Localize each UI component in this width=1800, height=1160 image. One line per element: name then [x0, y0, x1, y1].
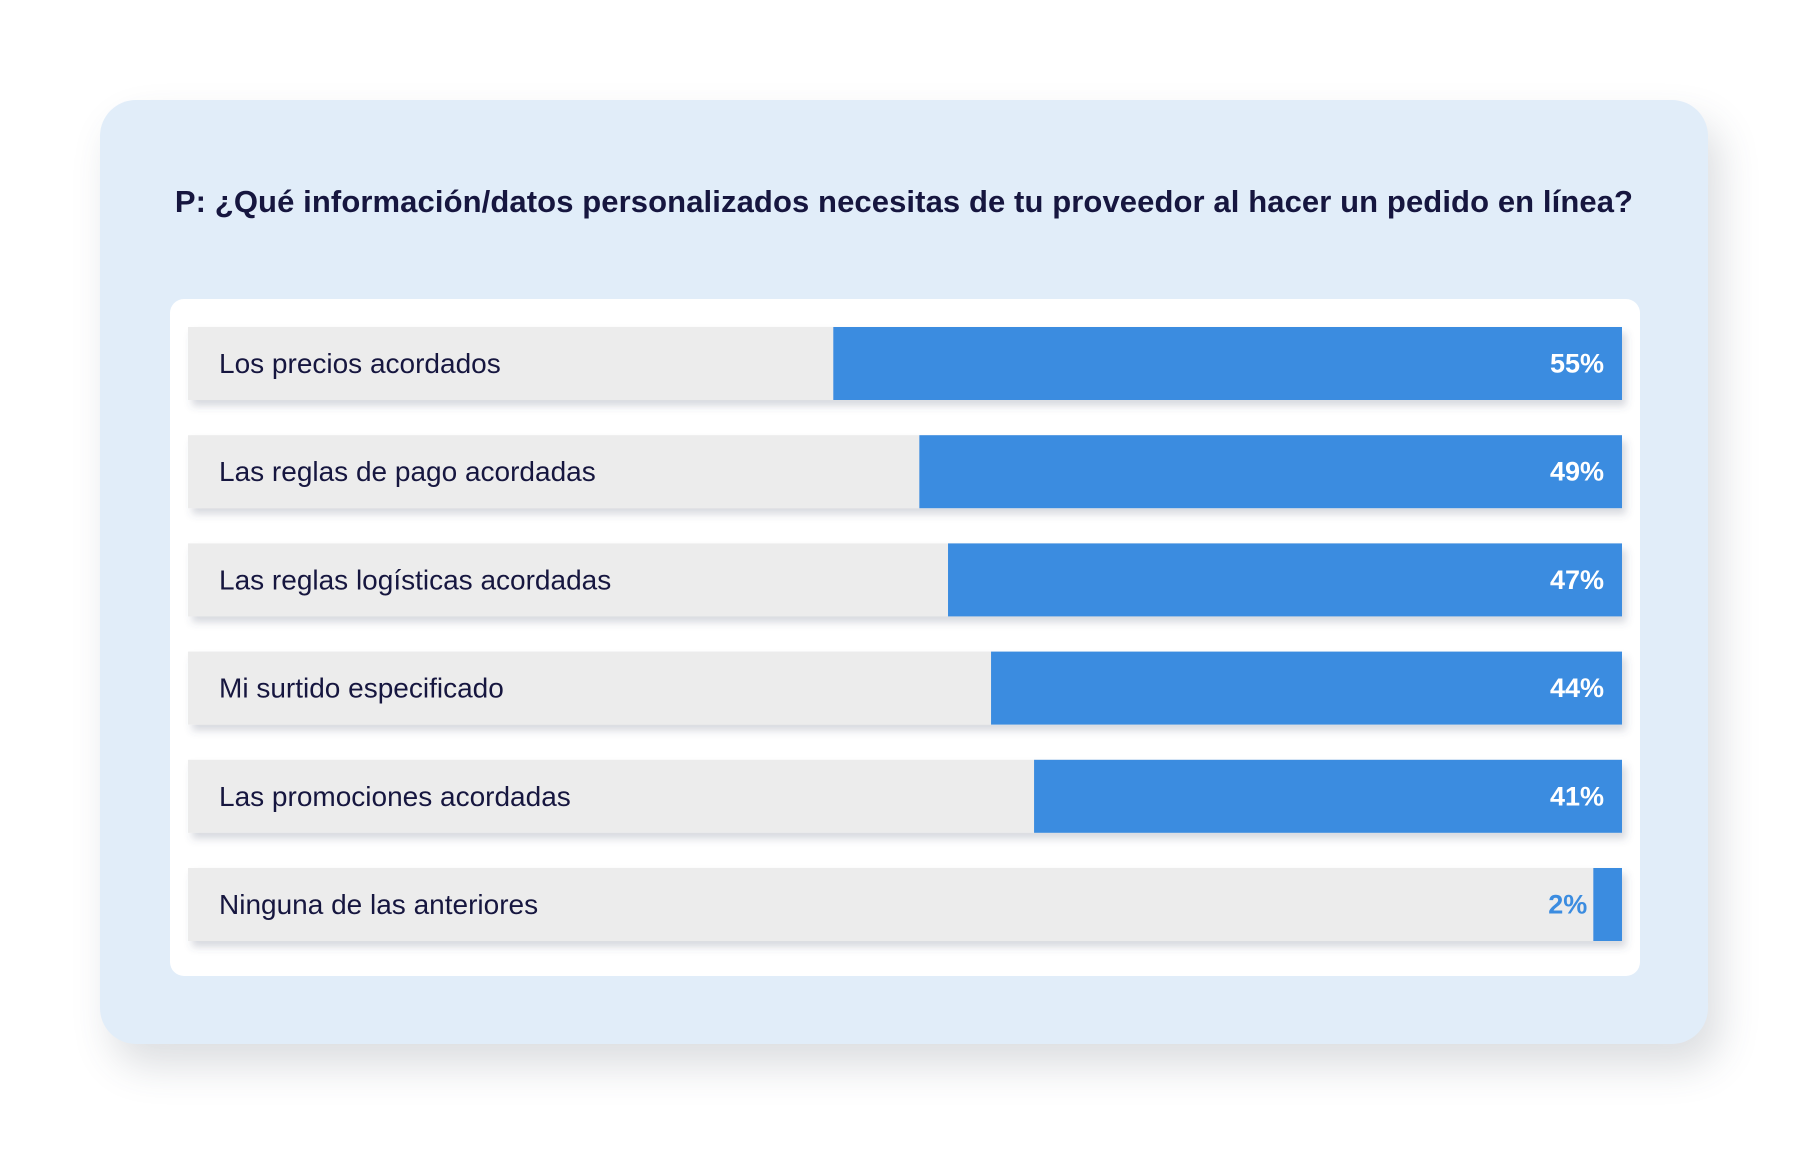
category-label: Mi surtido especificado	[219, 673, 504, 704]
bar-row: Los precios acordados 55%	[188, 327, 1622, 400]
value-label: 44%	[1550, 673, 1604, 703]
bar-row: Mi surtido especificado 44%	[188, 651, 1622, 725]
bar-row: Las reglas logísticas acordadas 47%	[188, 543, 1622, 617]
bar	[948, 543, 1622, 617]
bar	[833, 327, 1622, 400]
value-label: 49%	[1550, 457, 1604, 487]
category-label: Las reglas logísticas acordadas	[219, 564, 611, 595]
chart-title: P: ¿Qué información/datos personalizados…	[174, 184, 1634, 219]
bar	[1034, 759, 1622, 833]
category-label: Las promociones acordadas	[219, 781, 571, 812]
chart-panel: Los precios acordados 55% Las reglas de pa…	[170, 299, 1640, 976]
value-label: 41%	[1550, 781, 1604, 811]
value-label: 55%	[1550, 349, 1604, 379]
value-label: 47%	[1550, 565, 1604, 595]
bar-row: Las promociones acordadas 41%	[188, 759, 1622, 833]
category-label: Las reglas de pago acordadas	[219, 456, 596, 487]
category-label: Los precios acordados	[219, 348, 501, 379]
value-label: 2%	[1548, 890, 1587, 920]
bar	[919, 435, 1622, 509]
bar-track	[188, 868, 1622, 941]
bar	[991, 651, 1622, 725]
bar-row: Ninguna de las anteriores 2%	[188, 868, 1622, 941]
survey-card: P: ¿Qué información/datos personalizados…	[100, 100, 1708, 1044]
bar-chart: Los precios acordados 55% Las reglas de pa…	[188, 327, 1622, 941]
bar	[1593, 868, 1622, 941]
category-label: Ninguna de las anteriores	[219, 889, 538, 920]
bar-row: Las reglas de pago acordadas 49%	[188, 435, 1622, 509]
